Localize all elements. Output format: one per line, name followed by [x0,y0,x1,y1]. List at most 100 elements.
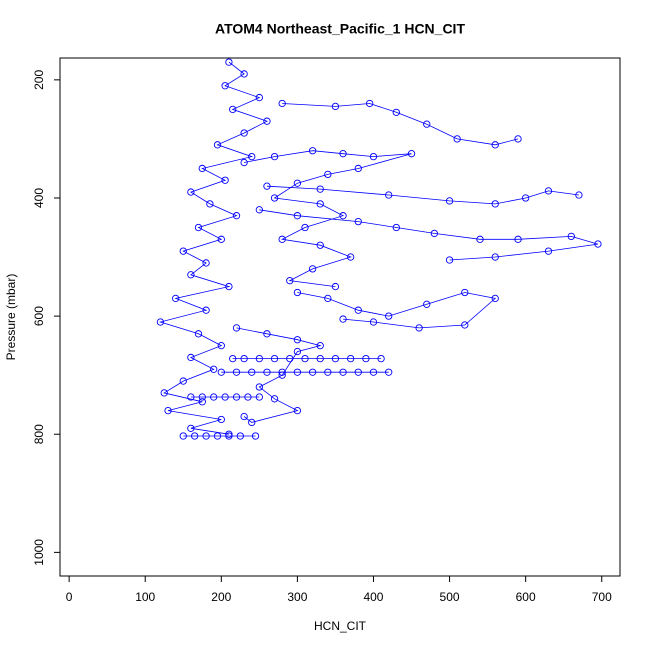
data-point [210,365,218,373]
data-point [293,347,302,356]
data-point [202,259,210,267]
data-point [187,188,195,196]
data-point [179,432,187,440]
data-point [194,330,203,338]
data-point [491,200,499,208]
data-point [255,393,263,401]
data-point [213,141,222,149]
data-point [263,368,271,376]
data-point [407,150,416,158]
data-point [187,393,195,401]
data-point [187,353,195,362]
data-point [324,368,332,376]
data-point [232,212,241,220]
data-point [347,253,355,261]
data-point [221,82,229,90]
data-point [316,241,324,249]
x-axis-label: HCN_CIT [314,619,367,633]
data-point [236,432,244,440]
data-point [263,330,271,338]
data-point [191,432,199,440]
data-point [202,432,210,440]
x-tick-label: 0 [66,590,73,604]
data-point [385,191,393,199]
data-point [156,318,165,326]
data-point [293,368,302,376]
data-point [354,164,362,173]
data-point [594,240,602,248]
data-point [415,324,423,332]
x-tick-label: 200 [211,590,231,604]
data-point [232,368,241,376]
data-point [476,235,484,243]
data-point [278,235,286,243]
data-point [198,393,206,401]
data-point [187,424,195,432]
data-point [164,406,172,415]
data-point [575,191,583,199]
data-point [308,368,317,376]
data-point [316,200,324,208]
data-point [301,223,309,232]
data-point [308,265,317,273]
data-point [263,182,271,190]
data-point [270,395,279,403]
data-point [229,105,237,114]
data-point [172,294,180,303]
data-point [339,150,347,158]
y-axis-label: Pressure (mbar) [4,274,18,361]
data-point [369,152,378,161]
data-point [217,341,225,350]
data-point [316,341,324,350]
data-point [240,129,248,137]
data-point [354,306,362,314]
data-point [278,99,286,108]
data-point [308,147,317,155]
data-point [225,58,233,66]
data-point [491,253,499,261]
data-point [445,256,454,264]
data-point [198,164,206,173]
data-point [366,99,374,108]
data-point [248,368,256,376]
data-point [270,194,279,202]
data-point [362,354,370,363]
x-tick-label: 600 [516,590,536,604]
data-point [198,398,206,406]
data-point [278,368,286,376]
data-point [461,288,469,297]
data-point [324,170,332,179]
data-point [522,194,530,202]
data-point [293,288,302,297]
data-point [202,306,210,314]
data-point [514,235,522,243]
data-point [293,212,302,220]
data-point [248,152,256,161]
data-point [377,354,385,363]
data-point [544,187,553,195]
data-point [194,223,203,232]
data-point [347,354,355,363]
data-point [206,200,214,208]
data-point [369,318,378,326]
y-tick-label: 400 [32,188,46,208]
data-point [217,235,225,243]
data-point [278,371,286,379]
data-point [210,393,218,401]
x-tick-label: 700 [592,590,612,604]
x-tick-label: 400 [363,590,383,604]
data-point [339,315,347,323]
data-point [217,415,225,424]
y-tick-label: 200 [32,70,46,90]
data-point [514,135,522,143]
data-point [240,70,248,78]
data-point [293,179,302,187]
data-point [270,354,279,363]
data-point [453,135,461,143]
data-point [331,354,340,363]
data-point [331,282,340,291]
data-point [240,354,248,363]
data-point [491,141,499,149]
data-point [301,354,309,363]
